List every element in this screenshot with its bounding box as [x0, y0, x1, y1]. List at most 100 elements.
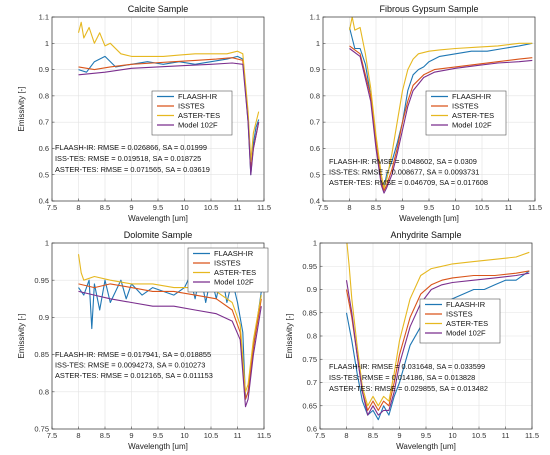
x-tick-label: 11 [234, 203, 242, 212]
axes-frame [319, 242, 533, 430]
legend-label-isstes: ISSTES [214, 259, 241, 268]
y-tick-label: 0.8 [307, 332, 317, 341]
x-tick-label: 8 [344, 431, 348, 440]
x-tick-label: 7.5 [47, 203, 57, 212]
x-tick-label: 10 [180, 203, 188, 212]
y-tick-label: 0.85 [34, 350, 49, 359]
x-tick-label: 9 [129, 203, 133, 212]
series-line-model-102f [78, 290, 262, 408]
chart-title: Calcite Sample [128, 4, 189, 14]
y-tick-label: 0.8 [310, 91, 320, 100]
stats-annotation: ASTER-TES: RMSE = 0.071565, SA = 0.03619 [55, 165, 210, 174]
x-tick-label: 9.5 [421, 431, 431, 440]
y-tick-label: 0.7 [310, 118, 320, 127]
x-tick-label: 10.5 [204, 203, 219, 212]
x-tick-label: 10 [448, 431, 456, 440]
y-tick-label: 0.95 [302, 262, 317, 271]
chart-title: Dolomite Sample [124, 230, 193, 240]
legend-label-flaash-ir: FLAASH-IR [452, 92, 492, 101]
x-axis-label: Wavelength [um] [128, 442, 188, 451]
y-tick-label: 0.9 [39, 65, 49, 74]
y-tick-label: 1 [45, 239, 49, 248]
legend-label-flaash-ir: FLAASH-IR [178, 92, 218, 101]
chart-fibrous-gypsum-sample: 7.5 8 8.5 9 9.5 10 10.5 11 11.5 0.4 0.5 0.6 0.7 0.8 0.… [310, 4, 542, 223]
x-tick-label: 11.5 [525, 431, 539, 440]
legend-label-model-102f: Model 102F [178, 121, 218, 130]
y-tick-label: 0.6 [307, 425, 317, 434]
chart-title: Fibrous Gypsum Sample [379, 4, 478, 14]
y-axis-label: Emissivity [-] [285, 314, 294, 359]
x-tick-label: 10.5 [475, 203, 490, 212]
stats-annotation: ISS-TES: RMSE = 0.019518, SA = 0.018725 [55, 154, 201, 163]
x-axis-label: Wavelength [um] [399, 214, 459, 223]
axes-frame [51, 242, 265, 430]
y-tick-label: 0.7 [39, 118, 49, 127]
y-tick-label: 0.65 [302, 401, 317, 410]
legend-label-flaash-ir: FLAASH-IR [446, 300, 486, 309]
chart-anhydrite-sample: 7.5 8 8.5 9 9.5 10 10.5 11 11.5 0.6 0.65 0.7 0.75 0.8… [285, 230, 539, 451]
stats-annotation: ASTER-TES: RMSE = 0.046709, SA = 0.01760… [329, 178, 488, 187]
legend-label-model-102f: Model 102F [452, 121, 492, 130]
y-tick-label: 0.5 [310, 170, 320, 179]
y-tick-label: 0.6 [39, 144, 49, 153]
y-tick-label: 0.75 [302, 355, 317, 364]
legend-label-aster-tes: ASTER-TES [178, 111, 220, 120]
series-line-flaash-ir [78, 272, 262, 400]
x-tick-label: 10 [180, 431, 188, 440]
x-tick-label: 8 [347, 203, 351, 212]
x-tick-label: 11 [502, 431, 510, 440]
x-tick-label: 7.5 [47, 431, 57, 440]
x-tick-label: 8 [76, 203, 80, 212]
stats-annotation: ASTER-TES: RMSE = 0.012165, SA = 0.01115… [55, 371, 213, 380]
stats-annotation: ISS-TES: RMSE = 0.014186, SA = 0.013828 [329, 373, 475, 382]
legend-label-aster-tes: ASTER-TES [446, 319, 488, 328]
series-line-aster-tes [346, 243, 530, 407]
legend-label-isstes: ISSTES [446, 310, 473, 319]
x-tick-label: 11.5 [528, 203, 542, 212]
x-tick-label: 9 [397, 431, 401, 440]
x-tick-label: 11 [234, 431, 242, 440]
series-line-model-102f [78, 62, 260, 176]
stats-annotation: FLAASH-IR: RMSE = 0.031648, SA = 0.03359… [329, 362, 485, 371]
x-tick-label: 9.5 [424, 203, 434, 212]
x-tick-label: 10.5 [472, 431, 487, 440]
y-tick-label: 0.7 [307, 378, 317, 387]
y-tick-label: 0.5 [39, 170, 49, 179]
series-line-model-102f [345, 272, 530, 416]
y-tick-label: 0.95 [34, 276, 49, 285]
legend-box [419, 298, 501, 344]
y-tick-label: 1 [45, 39, 49, 48]
stats-annotation: FLAASH-IR: RMSE = 0.048602, SA = 0.0309 [329, 157, 477, 166]
stats-annotation: FLAASH-IR: RMSE = 0.026866, SA = 0.01999 [55, 143, 207, 152]
x-tick-label: 7.5 [318, 203, 328, 212]
y-tick-label: 0.6 [310, 144, 320, 153]
y-tick-label: 1.1 [39, 13, 49, 22]
y-tick-label: 0.4 [39, 197, 49, 206]
series-line-aster-tes [77, 254, 262, 393]
x-tick-label: 11.5 [257, 203, 271, 212]
legend-label-aster-tes: ASTER-TES [214, 268, 256, 277]
series-line-aster-tes [77, 21, 260, 163]
series-line-isstes [78, 283, 262, 400]
y-tick-label: 1 [313, 239, 317, 248]
y-tick-label: 0.8 [39, 91, 49, 100]
y-tick-label: 1 [316, 39, 320, 48]
y-axis-label: Emissivity [-] [17, 87, 26, 132]
stats-annotation: ISS-TES: RMSE = 0.008677, SA = 0.0093731 [329, 168, 479, 177]
x-tick-label: 11.5 [257, 431, 271, 440]
chart-title: Anhydrite Sample [390, 230, 461, 240]
y-tick-label: 0.8 [39, 387, 49, 396]
y-tick-label: 0.4 [310, 197, 320, 206]
series-line-model-102f [349, 48, 533, 194]
y-tick-label: 0.9 [310, 65, 320, 74]
legend-label-isstes: ISSTES [452, 102, 479, 111]
legend-box [151, 90, 233, 136]
y-tick-label: 0.9 [39, 313, 49, 322]
x-tick-label: 11 [505, 203, 513, 212]
series-line-isstes [349, 45, 533, 192]
x-tick-label: 8.5 [100, 203, 110, 212]
x-tick-label: 10.5 [204, 431, 219, 440]
